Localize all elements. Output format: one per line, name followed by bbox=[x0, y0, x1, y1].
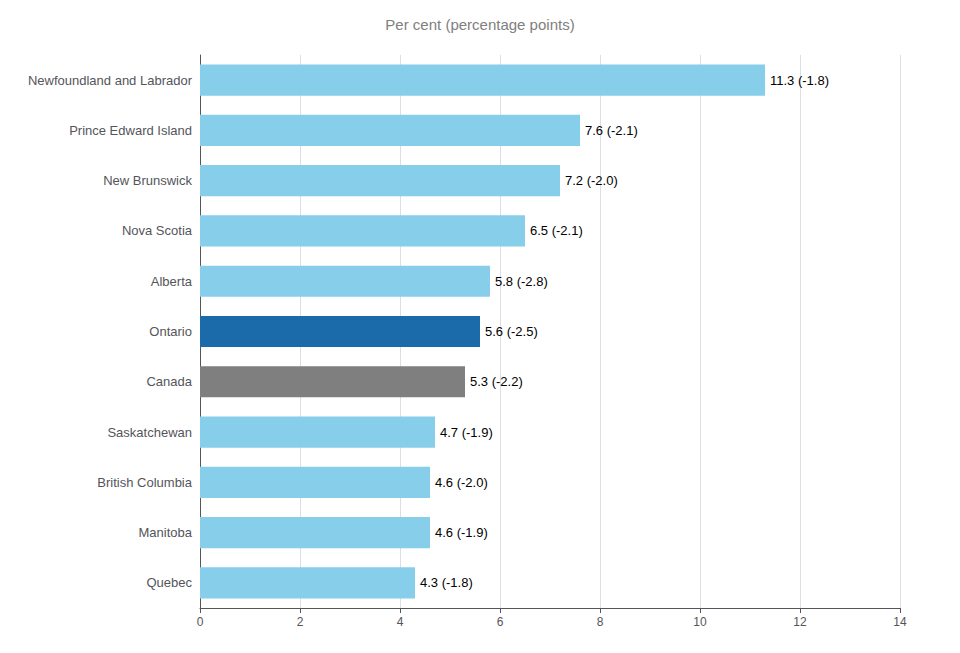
svg-text:Saskatchewan: Saskatchewan bbox=[107, 425, 192, 440]
svg-text:4.7 (-1.9): 4.7 (-1.9) bbox=[440, 425, 493, 440]
svg-text:Manitoba: Manitoba bbox=[139, 525, 193, 540]
svg-text:Prince Edward Island: Prince Edward Island bbox=[69, 123, 192, 138]
svg-text:Ontario: Ontario bbox=[149, 324, 192, 339]
svg-text:4.3 (-1.8): 4.3 (-1.8) bbox=[420, 575, 473, 590]
svg-text:Newfoundland and Labrador: Newfoundland and Labrador bbox=[28, 73, 193, 88]
svg-text:6.5 (-2.1): 6.5 (-2.1) bbox=[530, 223, 583, 238]
svg-text:10: 10 bbox=[693, 615, 707, 629]
svg-text:6: 6 bbox=[497, 615, 504, 629]
svg-text:12: 12 bbox=[793, 615, 807, 629]
svg-text:Alberta: Alberta bbox=[151, 274, 193, 289]
svg-text:Per cent (percentage points): Per cent (percentage points) bbox=[385, 16, 574, 33]
svg-text:New Brunswick: New Brunswick bbox=[103, 173, 192, 188]
svg-text:14: 14 bbox=[893, 615, 907, 629]
svg-text:Quebec: Quebec bbox=[146, 575, 192, 590]
svg-text:British Columbia: British Columbia bbox=[97, 475, 192, 490]
svg-text:8: 8 bbox=[597, 615, 604, 629]
svg-text:4.6 (-1.9): 4.6 (-1.9) bbox=[435, 525, 488, 540]
svg-text:5.3 (-2.2): 5.3 (-2.2) bbox=[470, 374, 523, 389]
svg-text:0: 0 bbox=[197, 615, 204, 629]
svg-text:Nova Scotia: Nova Scotia bbox=[122, 223, 193, 238]
svg-text:7.2 (-2.0): 7.2 (-2.0) bbox=[565, 173, 618, 188]
svg-text:5.8 (-2.8): 5.8 (-2.8) bbox=[495, 274, 548, 289]
svg-text:4: 4 bbox=[397, 615, 404, 629]
svg-text:7.6 (-2.1): 7.6 (-2.1) bbox=[585, 123, 638, 138]
svg-text:11.3 (-1.8): 11.3 (-1.8) bbox=[770, 73, 829, 88]
svg-text:4.6 (-2.0): 4.6 (-2.0) bbox=[435, 475, 488, 490]
svg-text:Canada: Canada bbox=[146, 374, 192, 389]
svg-text:5.6 (-2.5): 5.6 (-2.5) bbox=[485, 324, 538, 339]
svg-text:2: 2 bbox=[297, 615, 304, 629]
